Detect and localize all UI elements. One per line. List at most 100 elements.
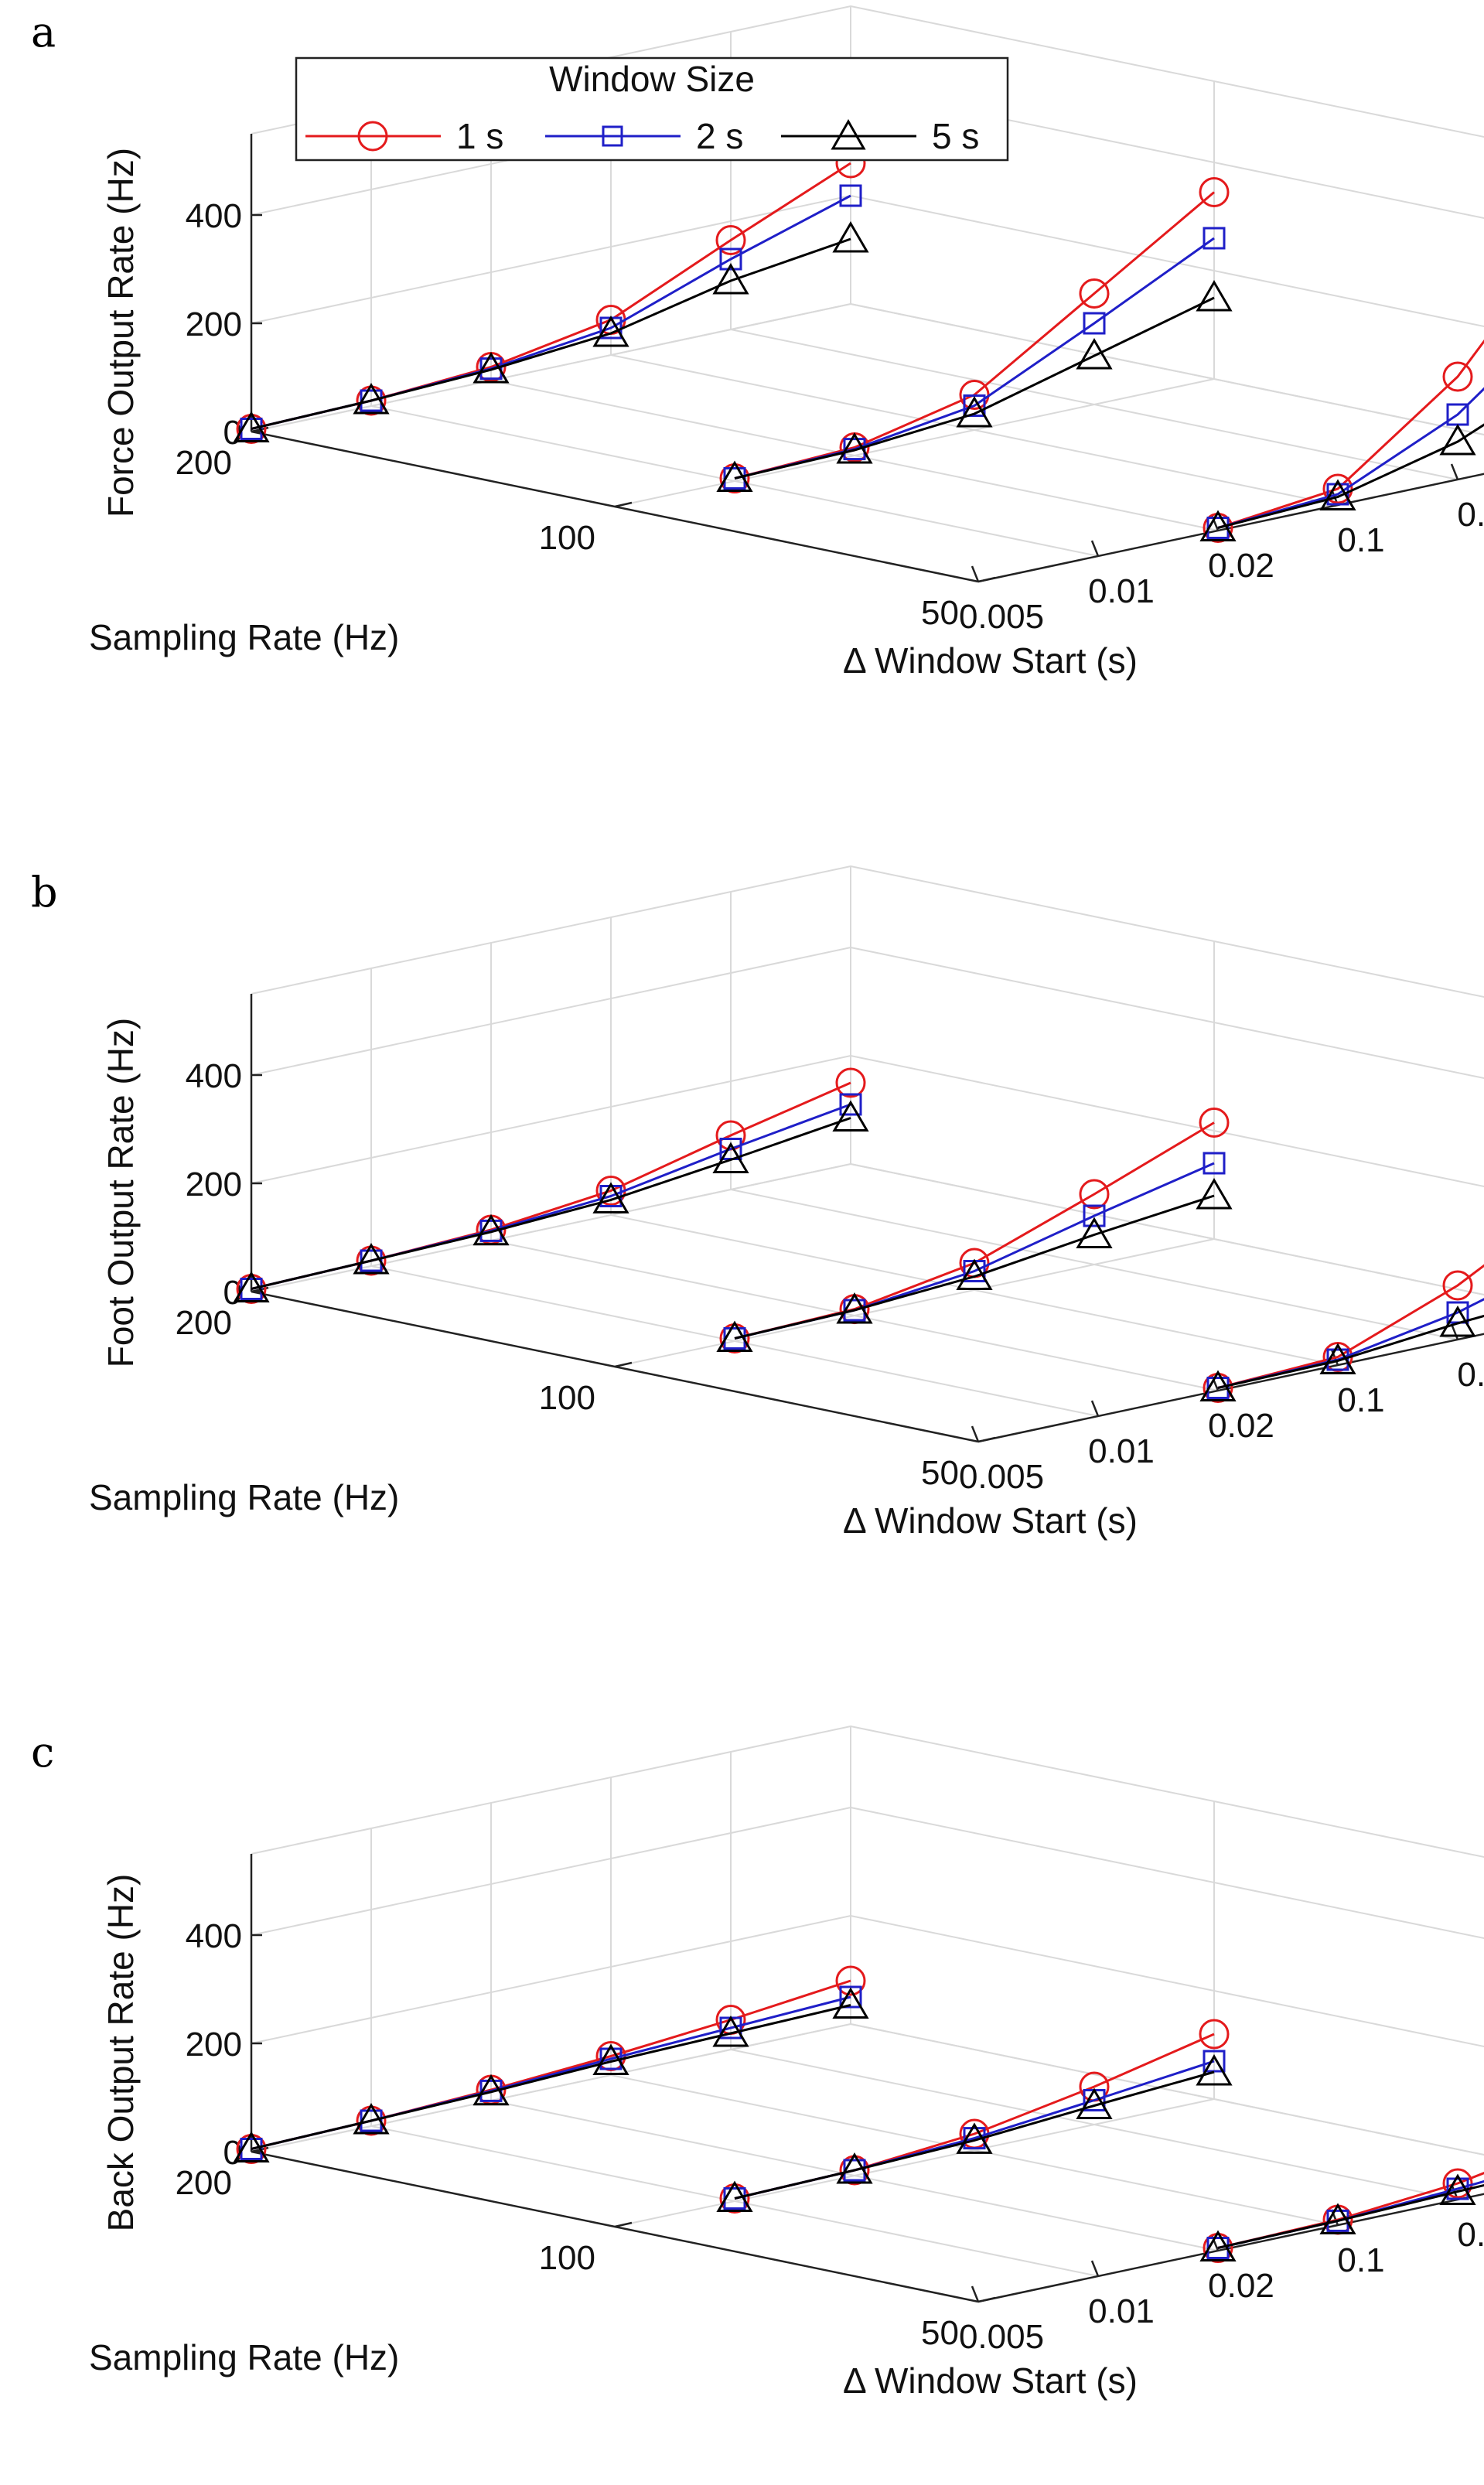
legend-entry-5s: 5 s — [781, 116, 979, 156]
series-line — [1217, 339, 1484, 529]
y-tick-label: 0.02 — [1208, 547, 1274, 585]
x-tick — [614, 501, 633, 508]
axes: 200100500.0050.010.020.10.51.00200400Sam… — [89, 1854, 1484, 2401]
data-point — [835, 1965, 866, 1996]
legend-marker-circle — [357, 121, 388, 152]
data-point — [479, 357, 503, 381]
x-axis-label: Sampling Rate (Hz) — [89, 617, 399, 657]
grid-line — [251, 1806, 1484, 1940]
y-tick-label: 0.01 — [1088, 572, 1155, 610]
data-point — [716, 1320, 753, 1352]
y-tick-label: 0.5 — [1457, 2216, 1484, 2254]
panel-letter: a — [31, 8, 56, 56]
data-point — [719, 247, 742, 271]
legend-entry-1s: 1 s — [305, 116, 503, 156]
data-point — [472, 1213, 510, 1246]
series-1s — [236, 148, 1484, 543]
data-point — [1326, 1348, 1349, 1371]
data-point — [1083, 312, 1106, 335]
data-point — [1319, 479, 1356, 510]
series-line — [251, 2004, 851, 2150]
data-point — [472, 352, 510, 384]
data-point — [839, 1985, 862, 2009]
series-line — [1217, 1314, 1484, 1389]
grid-line — [251, 302, 1484, 436]
data-point — [1079, 278, 1110, 309]
data-point — [472, 2074, 510, 2106]
data-point — [353, 2103, 390, 2135]
data-point — [1196, 280, 1233, 312]
y-tick-label: 0.005 — [959, 2318, 1044, 2356]
data-point — [716, 2180, 753, 2212]
data-point — [592, 2043, 629, 2075]
data-point — [353, 383, 390, 415]
legend: Window Size 1 s 2 s 5 s — [295, 56, 1009, 162]
data-point — [956, 396, 993, 428]
y-tick — [971, 1425, 980, 1442]
y-tick-label: 0.005 — [959, 1458, 1044, 1496]
data-point — [712, 1142, 749, 1173]
grid-line — [614, 1238, 1215, 1367]
axes: 200100500.0050.010.020.10.51.00200400Sam… — [89, 134, 1484, 681]
data-point — [233, 1271, 270, 1302]
series-5s — [233, 221, 1484, 541]
x-tick — [614, 2221, 633, 2228]
grid-line — [251, 1054, 1484, 1188]
grid-line — [850, 303, 1484, 436]
z-tick-label: 400 — [186, 1917, 242, 1955]
series-line — [734, 237, 1215, 480]
data-point — [1442, 1270, 1473, 1301]
y-tick — [1090, 2260, 1100, 2277]
legend-title: Window Size — [549, 59, 755, 99]
y-tick — [1450, 463, 1459, 480]
x-tick-label: 100 — [539, 519, 595, 557]
data-point — [835, 1067, 866, 1098]
grid-line — [251, 2022, 1484, 2156]
data-point — [832, 1987, 869, 2019]
y-axis-label: Δ Window Start (s) — [843, 640, 1138, 681]
series-line — [734, 2070, 1215, 2200]
grid — [251, 865, 1484, 1442]
y-tick — [971, 2285, 980, 2302]
data-point — [479, 1219, 503, 1242]
y-tick-label: 0.01 — [1088, 1432, 1155, 1470]
z-tick-label: 200 — [186, 1166, 242, 1203]
y-tick — [971, 565, 980, 582]
grid-line — [850, 2023, 1484, 2156]
z-axis-label: Back Output Rate (Hz) — [101, 1874, 141, 2232]
x-tick-label: 200 — [176, 444, 232, 482]
series-line — [1217, 1264, 1484, 1389]
grid-line — [614, 378, 1215, 507]
data-point — [1203, 227, 1226, 250]
x-tick-label: 100 — [539, 1379, 595, 1417]
data-point — [1442, 2168, 1473, 2199]
series-line — [734, 2060, 1215, 2200]
data-point — [1439, 424, 1476, 456]
data-point — [1203, 2050, 1226, 2073]
data-point — [1076, 338, 1113, 370]
series-line — [734, 191, 1215, 480]
x-tick-label: 50 — [921, 2314, 959, 2352]
legend-box — [295, 56, 1009, 162]
y-axis-line — [977, 2193, 1484, 2303]
grid-line — [614, 2098, 1215, 2227]
data-point — [1322, 473, 1353, 504]
data-point — [1319, 2203, 1356, 2234]
grid — [251, 1725, 1484, 2302]
grid-line — [251, 194, 1484, 328]
data-point — [1196, 1178, 1233, 1210]
data-point — [1203, 1152, 1226, 1175]
y-tick-label: 0.1 — [1337, 521, 1384, 559]
data-point — [836, 1292, 873, 1324]
series-line — [251, 1081, 851, 1290]
data-point — [715, 225, 746, 255]
grid-line — [251, 1162, 1484, 1296]
z-tick-label: 400 — [186, 197, 242, 235]
data-point — [1076, 1217, 1113, 1248]
x-tick — [977, 1436, 996, 1443]
grid-line — [251, 865, 1484, 998]
axes: 200100500.0050.010.020.10.51.00200400Sam… — [89, 994, 1484, 1541]
panel-letter: b — [31, 868, 58, 917]
series-line — [1217, 387, 1484, 529]
